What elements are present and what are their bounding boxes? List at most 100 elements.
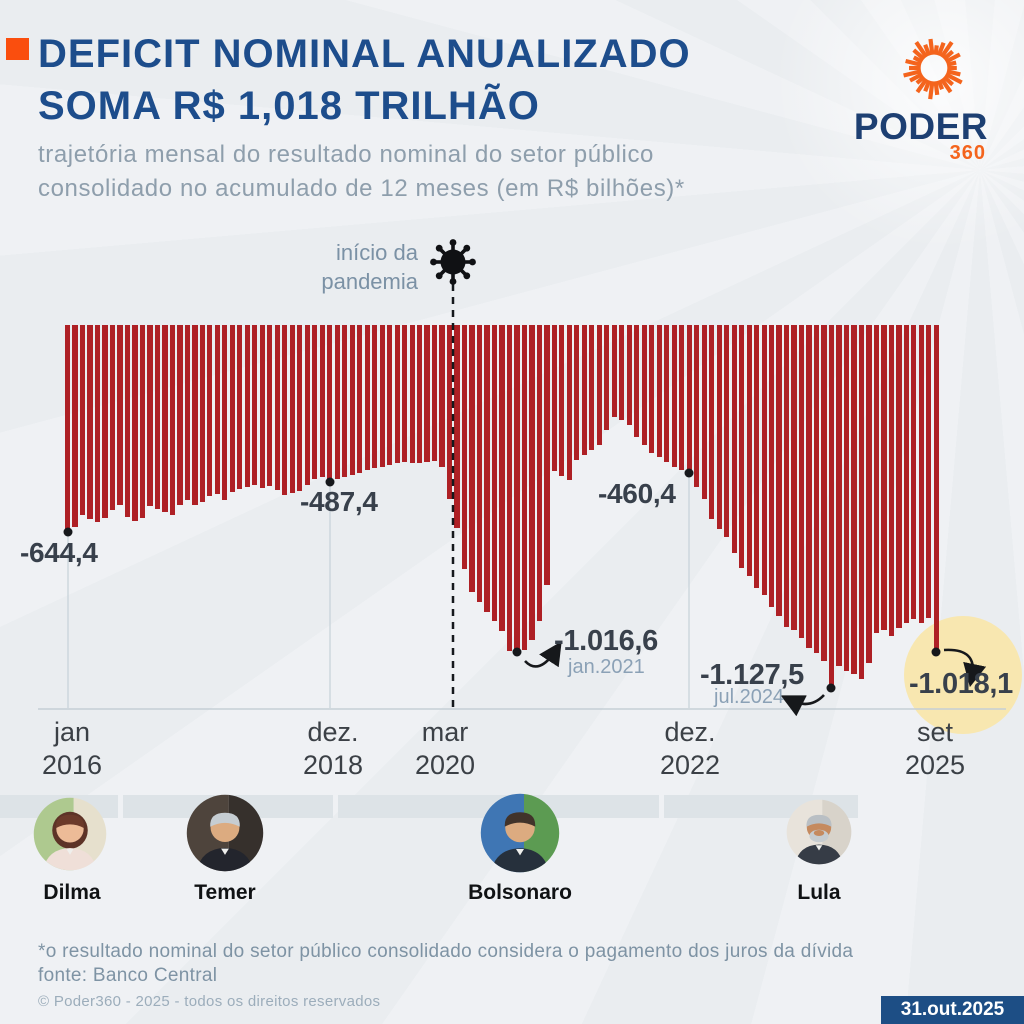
bar — [896, 325, 902, 628]
bar — [686, 325, 692, 473]
bar — [424, 325, 430, 462]
bar — [858, 325, 865, 679]
bar — [776, 325, 782, 616]
bar — [102, 325, 108, 519]
bar — [649, 325, 655, 454]
bar — [132, 325, 138, 522]
bar — [544, 325, 550, 586]
accent-square — [6, 38, 29, 60]
bar — [746, 325, 752, 576]
bar — [372, 325, 378, 469]
president-name-bolsonaro: Bolsonaro — [468, 881, 572, 904]
bar — [731, 325, 737, 554]
bar — [192, 325, 198, 505]
bar — [476, 325, 483, 603]
bar — [364, 325, 370, 471]
bar — [701, 325, 707, 500]
bar — [619, 325, 625, 421]
bar — [342, 325, 348, 478]
bar — [229, 325, 235, 492]
bar — [664, 325, 670, 463]
bar — [888, 325, 895, 636]
subtitle-line1: trajetória mensal do resultado nominal d… — [38, 141, 654, 168]
bar — [484, 325, 490, 612]
date-badge: 31.out.2025 — [881, 996, 1024, 1024]
bar — [724, 325, 730, 537]
bar — [72, 325, 78, 528]
bar — [162, 325, 168, 512]
value-label-jan2021: -1.016,6 — [554, 625, 659, 657]
bar — [873, 325, 880, 634]
bar — [274, 325, 280, 490]
x-tick-set2025: set 2025 — [904, 717, 966, 780]
bar — [409, 325, 415, 464]
value-label-jul2024: -1.127,5 — [700, 659, 805, 691]
bar — [828, 325, 835, 688]
bar — [349, 325, 355, 475]
deficit-bars — [65, 325, 945, 710]
pandemic-label-line1: início da — [336, 240, 418, 265]
x-tick-dez2018: dez. 2018 — [302, 717, 364, 780]
date-label-jan2021: jan.2021 — [568, 656, 645, 678]
bar — [394, 325, 400, 464]
starburst-icon — [903, 38, 963, 100]
bar — [641, 325, 647, 446]
bar — [94, 325, 101, 523]
bar — [139, 325, 146, 518]
bar — [259, 325, 265, 489]
value-label-dez2018: -487,4 — [300, 486, 378, 517]
bar — [918, 325, 924, 624]
bar — [439, 325, 445, 467]
bar — [207, 325, 213, 496]
bar — [297, 325, 303, 491]
bar — [521, 325, 528, 651]
bar — [387, 325, 393, 465]
bar — [791, 325, 797, 631]
x-tick-jan2016: jan 2016 — [41, 717, 103, 780]
bar — [739, 325, 745, 569]
bar — [911, 325, 917, 619]
bar — [798, 325, 805, 638]
bar — [177, 325, 183, 505]
bar — [536, 325, 543, 621]
bar — [267, 325, 273, 486]
bar — [716, 325, 722, 529]
bar — [222, 325, 228, 500]
bar — [147, 325, 153, 506]
x-tick-mar2020: mar 2020 — [414, 717, 476, 780]
bar — [611, 325, 617, 418]
value-label-set2025: -1.018,1 — [909, 668, 1014, 700]
bar — [469, 325, 475, 592]
bar — [926, 325, 932, 618]
avatar-bolsonaro — [480, 793, 560, 873]
bar — [843, 325, 850, 671]
bar — [65, 325, 71, 533]
date-label-jul2024: jul.2024 — [714, 686, 785, 708]
avatar-temer — [186, 794, 264, 872]
logo-wordmark: PODER — [853, 106, 988, 147]
page-title: DEFICIT NOMINAL ANUALIZADO SOMA R$ 1,018… — [38, 28, 691, 132]
bar — [237, 325, 243, 490]
bar — [461, 325, 468, 570]
bar — [244, 325, 250, 487]
bar — [214, 325, 220, 494]
avatar-lula — [786, 799, 852, 865]
subtitle-line2: consolidado no acumulado de 12 meses (em… — [38, 175, 685, 202]
bar — [282, 325, 288, 496]
bar — [491, 325, 498, 622]
bar — [551, 325, 557, 471]
president-name-lula: Lula — [797, 881, 841, 904]
pandemic-label: início da pandemia — [296, 238, 418, 296]
bar — [454, 325, 460, 528]
title-line1: DEFICIT NOMINAL ANUALIZADO — [38, 32, 691, 76]
president-name-temer: Temer — [194, 881, 256, 904]
bar — [866, 325, 872, 663]
president-name-dilma: Dilma — [43, 881, 101, 904]
bar — [431, 325, 438, 461]
bar — [574, 325, 580, 461]
poder360-logo: PODER 360 — [854, 30, 988, 164]
bar — [334, 325, 340, 480]
value-label-jan2016: -644,4 — [20, 537, 98, 568]
bar — [319, 325, 325, 477]
